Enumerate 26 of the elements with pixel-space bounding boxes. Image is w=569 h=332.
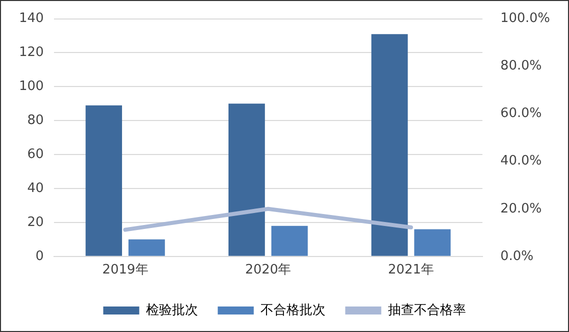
y-tick-label: 20	[27, 214, 44, 230]
bar	[271, 226, 308, 256]
y-tick-label: 100	[18, 79, 44, 94]
legend-label: 抽查不合格率	[388, 302, 466, 318]
y-tick-label: 0	[36, 248, 44, 264]
y2-tick-label: 100.0%	[500, 11, 550, 26]
bar	[414, 229, 451, 256]
y-tick-label: 140	[18, 11, 44, 26]
bar	[371, 34, 408, 256]
y2-tick-label: 80.0%	[500, 58, 542, 74]
bar	[228, 104, 265, 256]
x-tick-label: 2021年	[388, 262, 434, 278]
y-tick-label: 120	[18, 45, 44, 60]
x-tick-label: 2020年	[245, 262, 292, 278]
bar	[86, 105, 122, 256]
y2-tick-label: 20.0%	[500, 201, 542, 216]
x-tick-label: 2019年	[102, 262, 148, 278]
y2-tick-label: 60.0%	[500, 106, 542, 122]
legend-label: 检验批次	[146, 302, 198, 318]
bar	[128, 239, 165, 256]
y-tick-label: 40	[27, 180, 44, 196]
y-tick-label: 60	[27, 146, 44, 162]
y-tick-label: 80	[27, 113, 44, 128]
y2-tick-label: 40.0%	[500, 154, 542, 169]
legend-label: 不合格批次	[260, 302, 326, 318]
y2-tick-label: 0.0%	[500, 248, 534, 264]
